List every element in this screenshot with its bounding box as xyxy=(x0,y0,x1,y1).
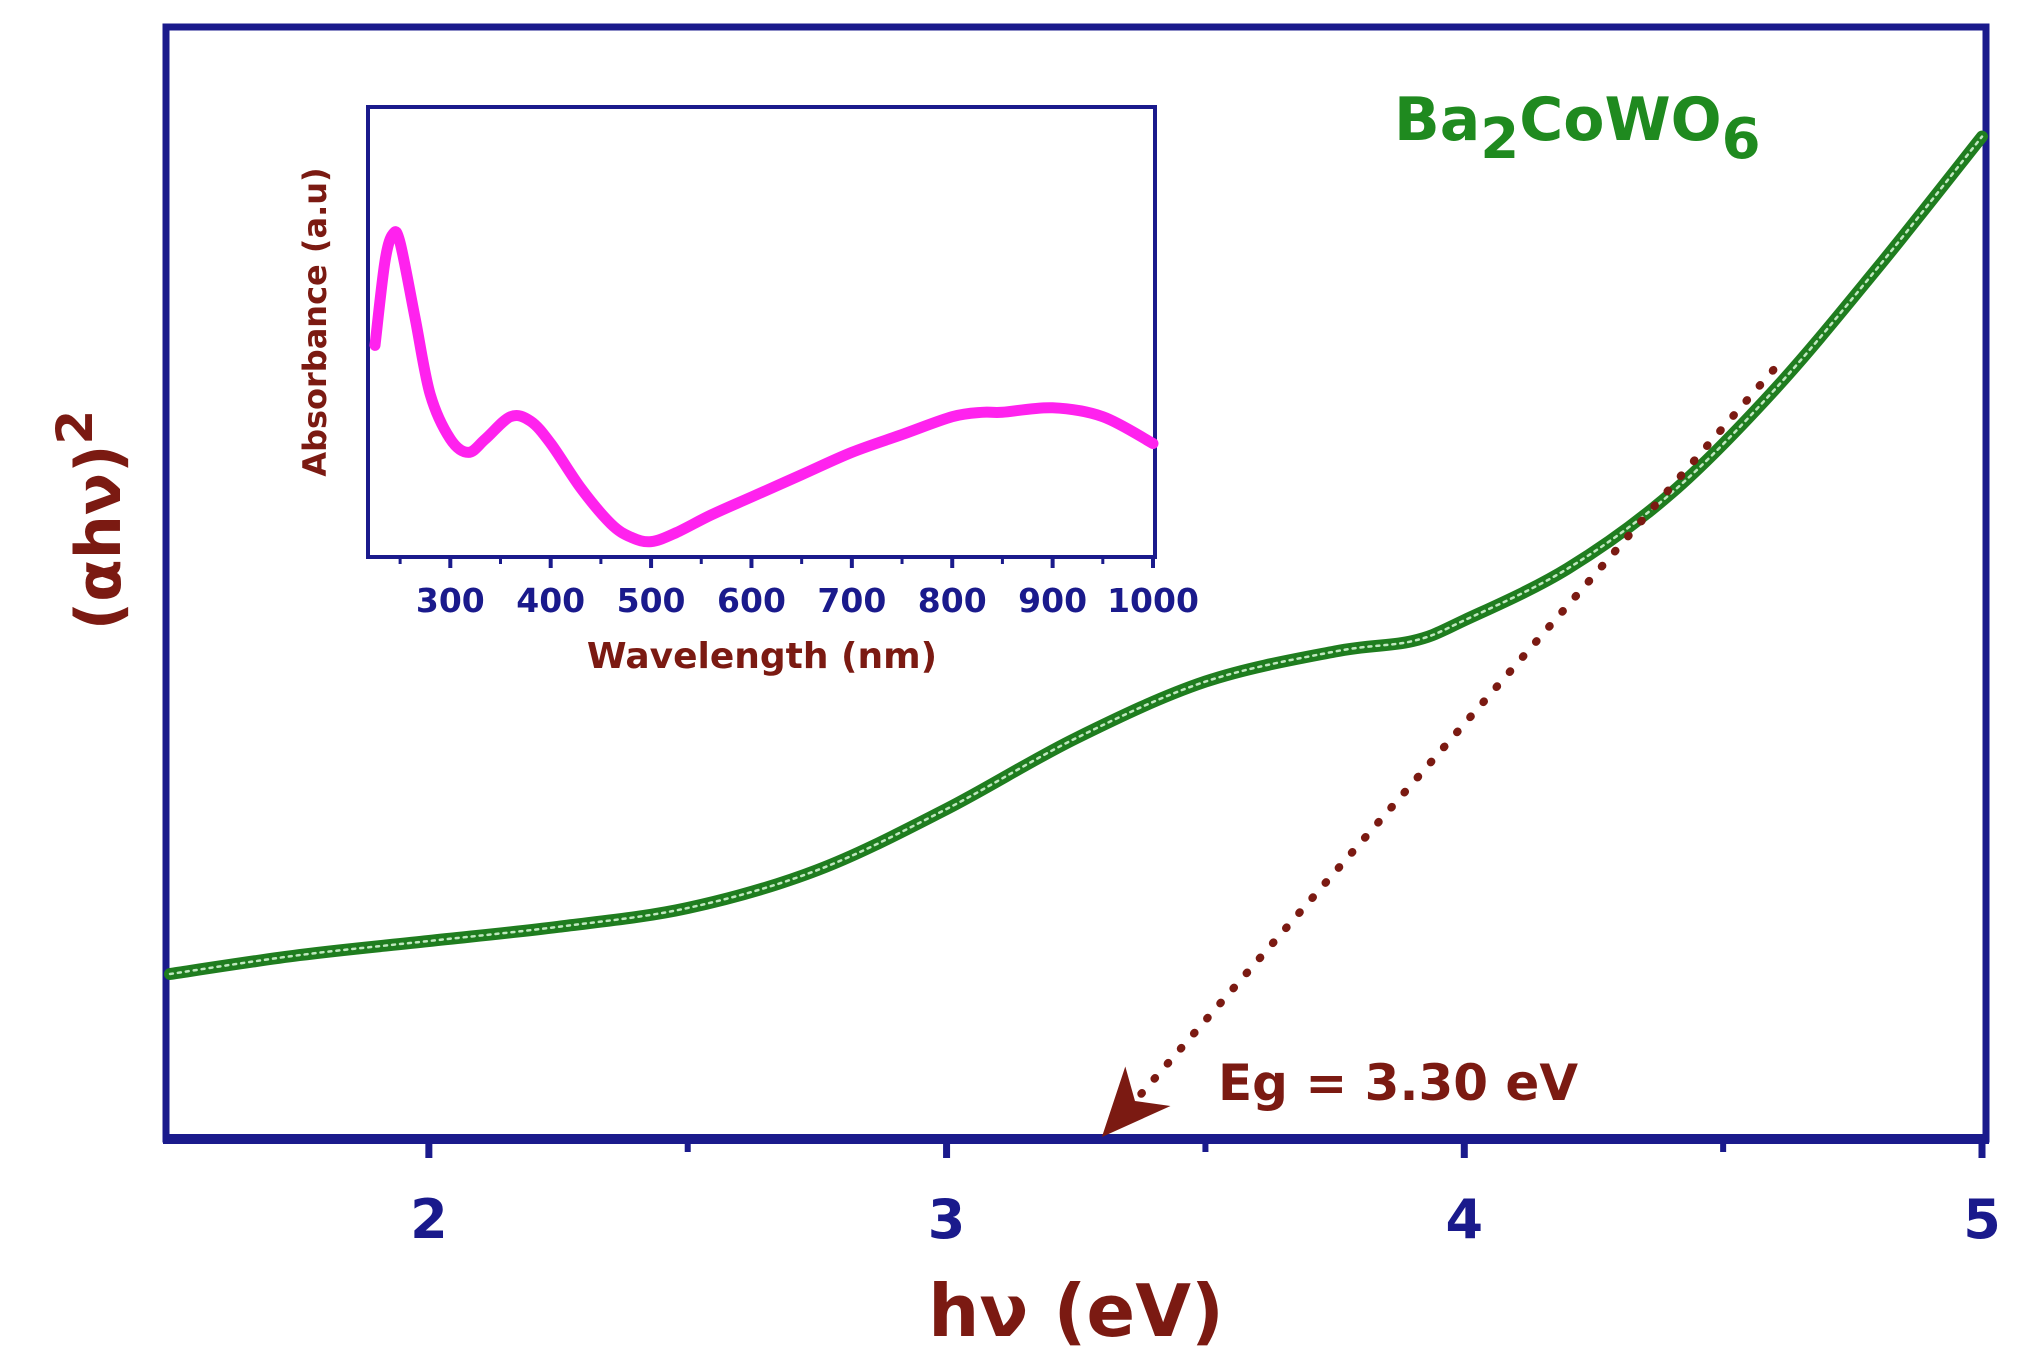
inset-x-tick-label: 1000 xyxy=(1107,581,1199,620)
inset-x-tick-label: 500 xyxy=(617,581,686,620)
main-y-axis-label-base: (αhν) xyxy=(62,445,135,631)
main-x-tick-label: 2 xyxy=(410,1188,448,1251)
compound-title-subscript: 2 xyxy=(1480,107,1519,172)
inset-x-tick-label: 600 xyxy=(717,581,786,620)
main-x-axis-label: hν (eV) xyxy=(928,1269,1224,1353)
main-x-tick-label: 5 xyxy=(1963,1188,2001,1251)
main-x-ticks xyxy=(425,1139,1986,1158)
main-y-axis-label: (αhν)2 xyxy=(46,410,135,630)
inset-x-tick-label: 300 xyxy=(416,581,485,620)
compound-title-subscript: 6 xyxy=(1722,107,1761,172)
main-y-axis-label-group: (αhν)2 xyxy=(46,410,135,630)
extrapolation-arrow-icon xyxy=(1101,1066,1171,1137)
main-x-tick-label: 4 xyxy=(1445,1188,1483,1251)
inset-x-tick-label: 700 xyxy=(817,581,886,620)
inset-x-tick-label: 800 xyxy=(918,581,987,620)
band-gap-annotation: Eg = 3.30 eV xyxy=(1218,1054,1578,1112)
main-x-tick-labels: 2 3 4 5 xyxy=(410,1188,2001,1251)
compound-title: Ba2CoWO6 xyxy=(1394,85,1761,172)
inset-x-tick-labels: 300 400 500 600 700 800 900 1000 xyxy=(416,581,1199,620)
inset-x-tick-label: 400 xyxy=(516,581,585,620)
main-x-tick-label: 3 xyxy=(928,1188,966,1251)
extrapolation-line xyxy=(1137,352,1790,1098)
inset-background xyxy=(368,107,1155,557)
compound-title-part: CoWO xyxy=(1519,85,1721,155)
inset-frame xyxy=(366,105,1157,559)
inset-x-ticks xyxy=(398,557,1155,568)
absorbance-curve xyxy=(369,226,1159,548)
inset-x-tick-label: 900 xyxy=(1018,581,1087,620)
tauc-curve-highlight xyxy=(168,135,1984,976)
main-y-axis-label-superscript: 2 xyxy=(46,410,104,445)
inset-x-axis-label: Wavelength (nm) xyxy=(587,636,937,677)
inset-plot: 300 400 500 600 700 800 900 1000 Wavelength (nm… xyxy=(296,105,1199,677)
compound-title-part: Ba xyxy=(1394,85,1480,155)
inset-y-axis-label: Absorbance (a.u) xyxy=(296,167,334,476)
